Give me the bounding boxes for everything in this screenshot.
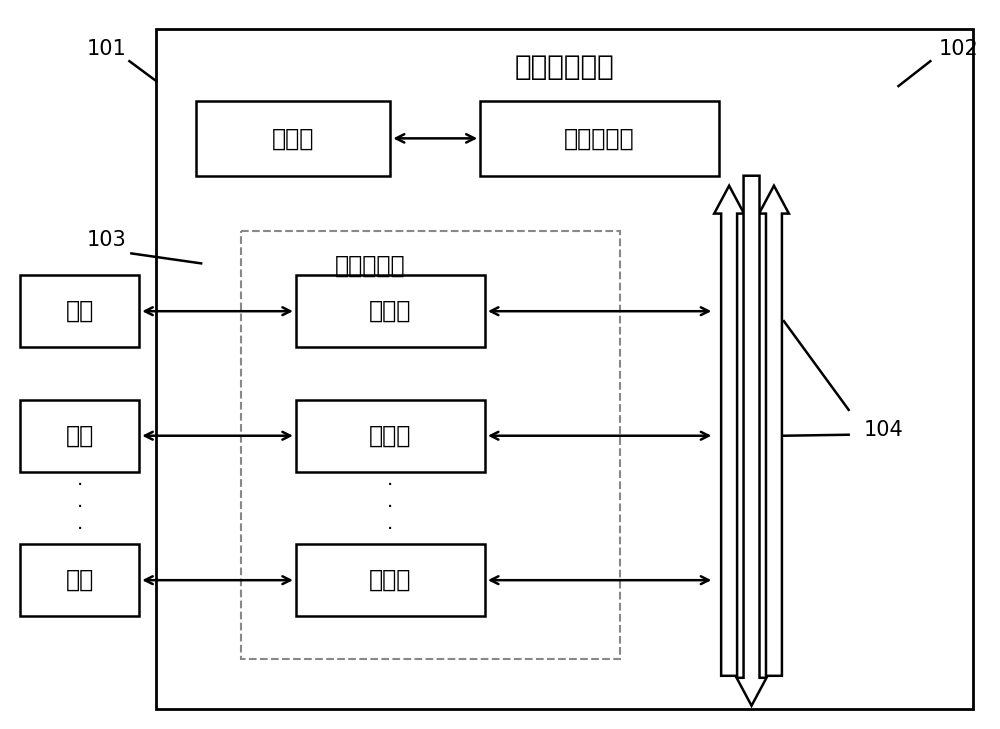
- FancyArrow shape: [759, 186, 789, 676]
- Bar: [196, 101, 390, 176]
- Bar: [20, 276, 139, 347]
- Bar: [20, 545, 139, 616]
- FancyArrow shape: [714, 186, 744, 676]
- Text: 102: 102: [938, 39, 978, 59]
- Bar: [296, 276, 485, 347]
- Bar: [480, 101, 719, 176]
- Text: ·
·
·: · · ·: [76, 477, 83, 539]
- Text: 第二驱动器: 第二驱动器: [335, 254, 406, 277]
- Text: 控制器: 控制器: [272, 126, 314, 150]
- Text: 第一驱动器: 第一驱动器: [564, 126, 635, 150]
- Text: 驱动器: 驱动器: [369, 568, 412, 592]
- Text: 103: 103: [87, 230, 126, 251]
- Text: 101: 101: [87, 39, 126, 59]
- Text: ·
·
·: · · ·: [387, 477, 394, 539]
- Text: 104: 104: [864, 420, 903, 440]
- FancyArrow shape: [737, 176, 766, 706]
- Text: 驱动器: 驱动器: [369, 424, 412, 448]
- Text: 电机: 电机: [65, 299, 94, 323]
- Text: 电机: 电机: [65, 568, 94, 592]
- Text: 电机驱动系统: 电机驱动系统: [515, 53, 615, 81]
- Bar: [296, 545, 485, 616]
- Bar: [296, 400, 485, 472]
- Text: 电机: 电机: [65, 424, 94, 448]
- Bar: [20, 400, 139, 472]
- Text: 驱动器: 驱动器: [369, 299, 412, 323]
- Bar: [241, 230, 620, 659]
- Bar: [156, 29, 973, 709]
